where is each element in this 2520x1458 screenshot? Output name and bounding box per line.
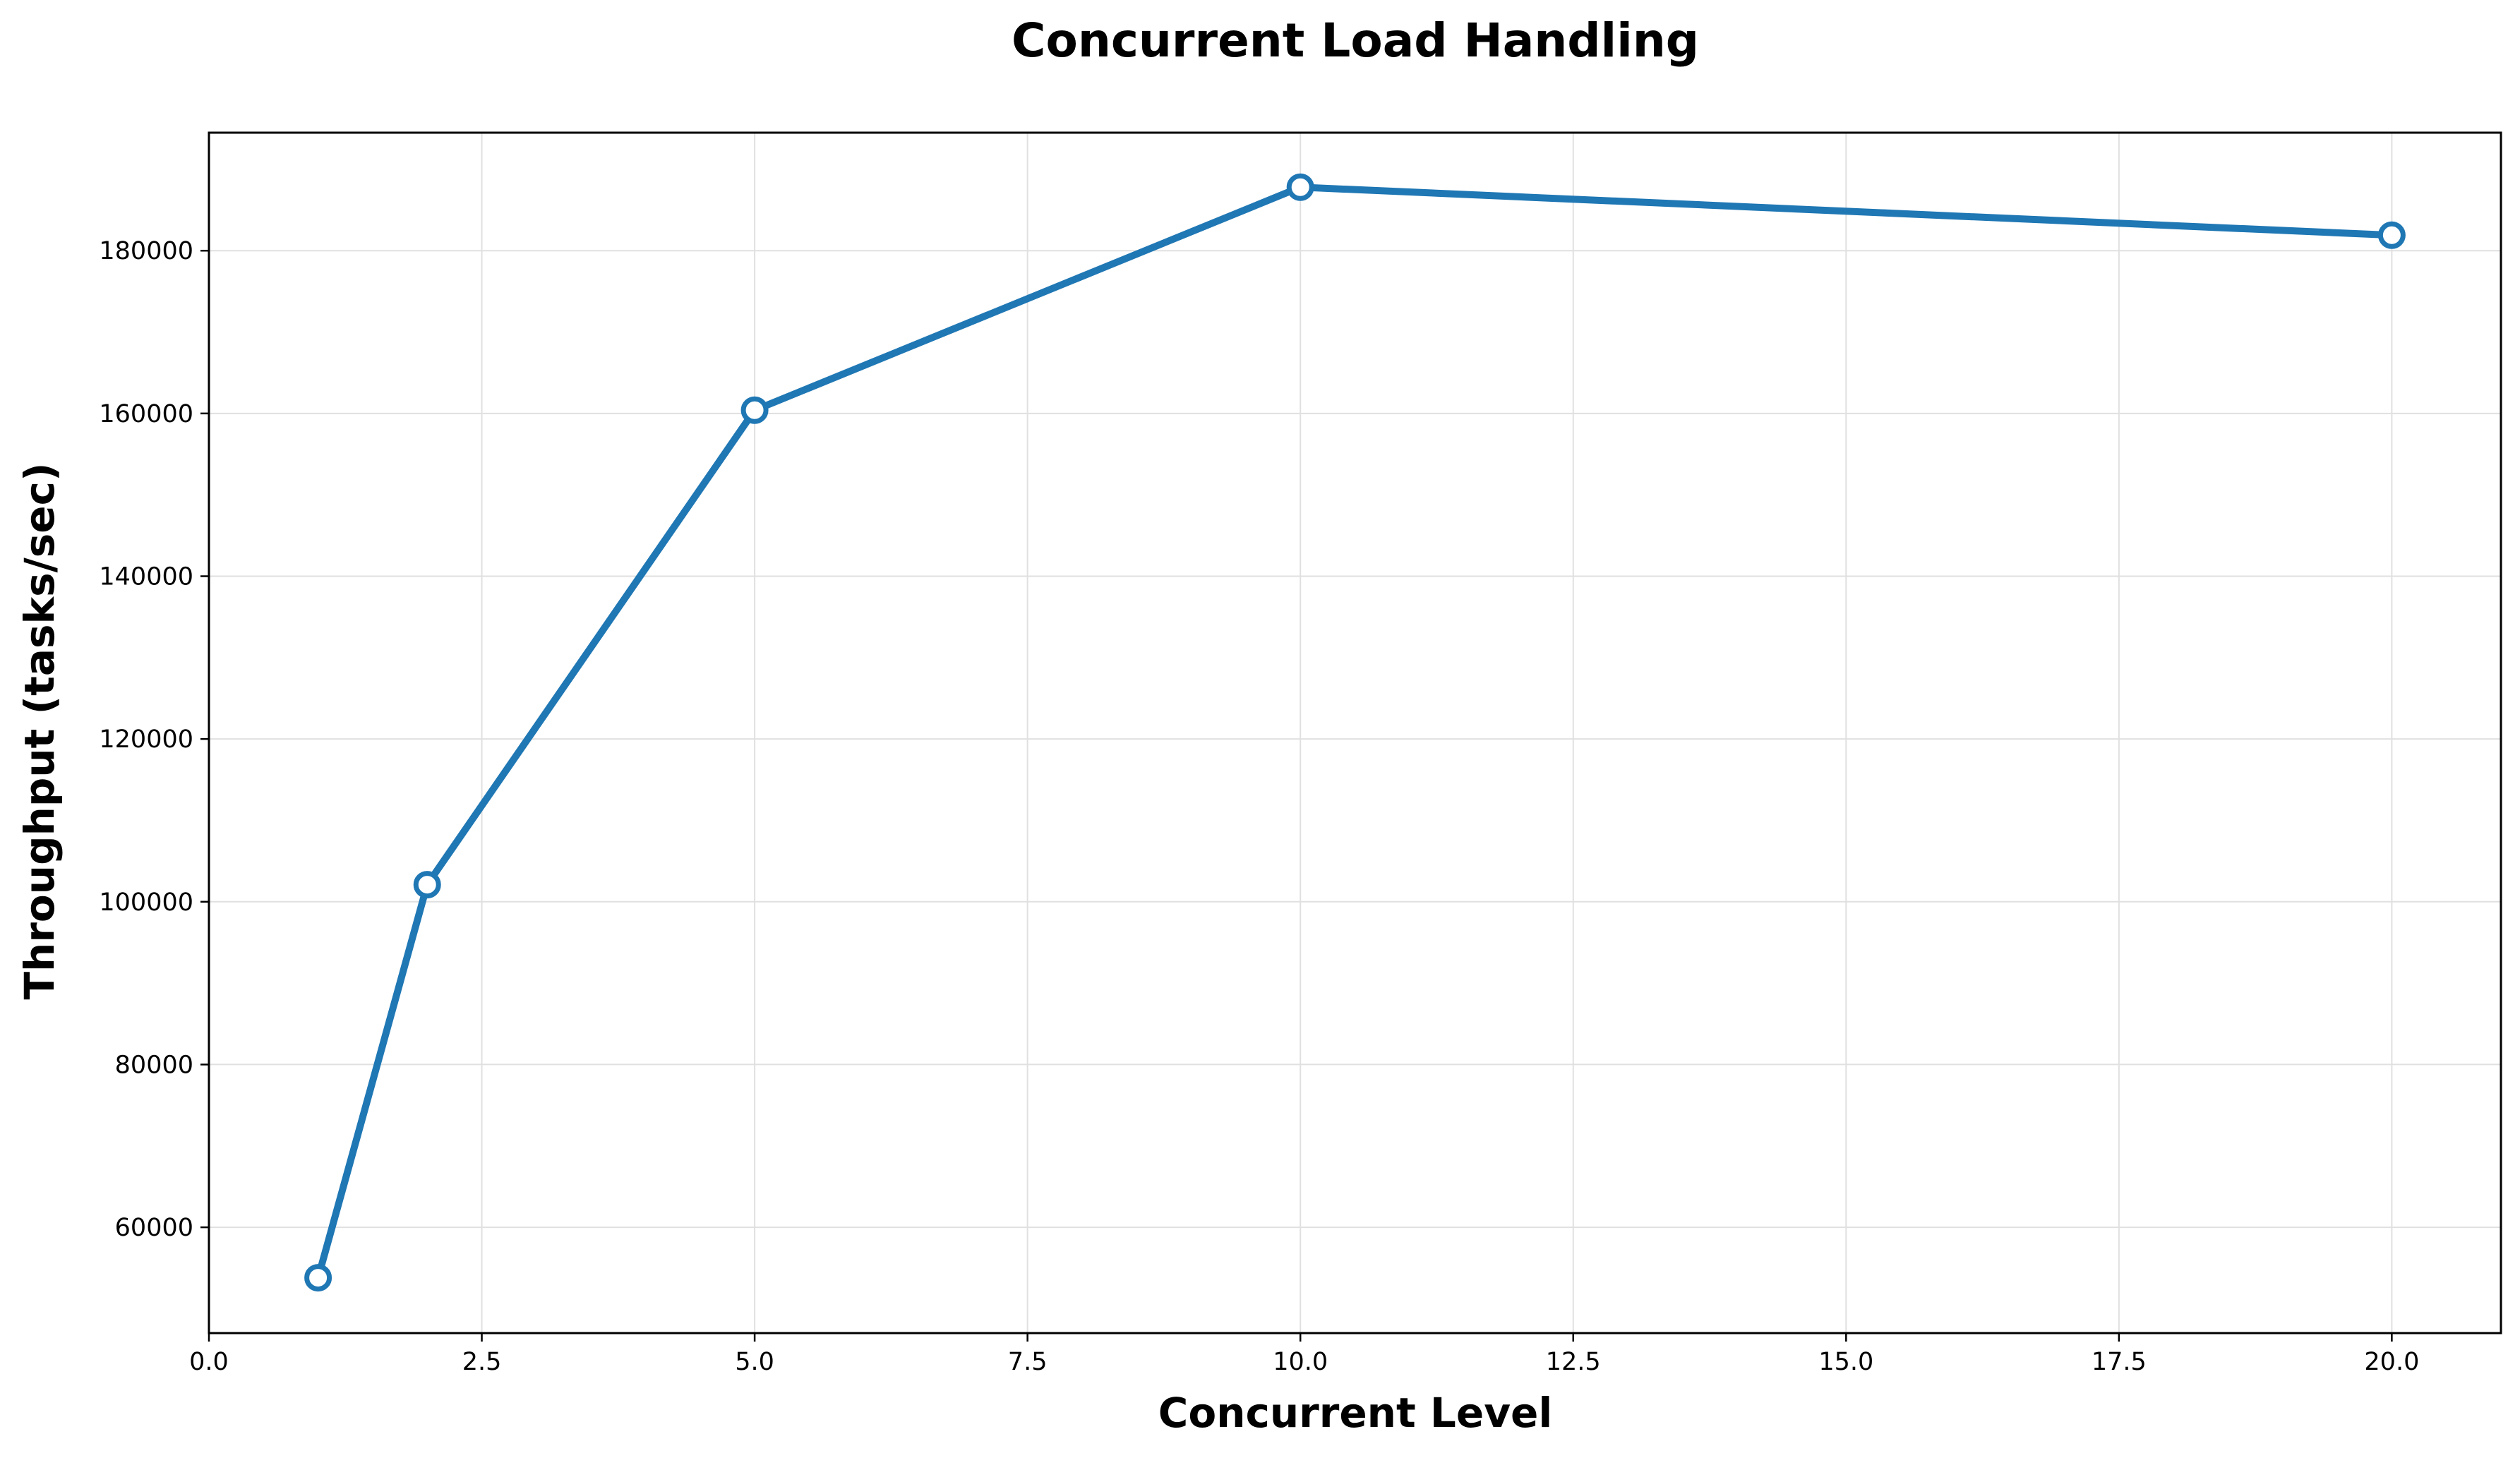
- y-tick-label: 100000: [99, 888, 193, 917]
- y-tick-label: 140000: [99, 563, 193, 591]
- data-point: [1286, 173, 1314, 201]
- data-point: [304, 1264, 332, 1292]
- data-point: [2377, 221, 2406, 249]
- y-tick-label: 60000: [115, 1214, 193, 1242]
- series-layer: [304, 173, 2406, 1292]
- y-tick-label: 80000: [115, 1051, 193, 1079]
- x-tick-label: 12.5: [1546, 1348, 1601, 1376]
- series-line: [314, 183, 2396, 1282]
- x-tick-label: 2.5: [462, 1348, 502, 1376]
- y-tick-label: 180000: [99, 237, 193, 265]
- ticks-layer: 0.0 2.5 5.0 7.5 10.0 12.5 15.0 17.5 20.0 60000 800…: [99, 237, 2419, 1376]
- y-axis-title: Throughput (tasks/sec): [16, 462, 64, 999]
- y-tick-label: 160000: [99, 400, 193, 428]
- x-tick-label: 15.0: [1818, 1348, 1873, 1376]
- x-tick-label: 0.0: [189, 1348, 229, 1376]
- x-tick-label: 20.0: [2364, 1348, 2419, 1376]
- x-axis-title: Concurrent Level: [1158, 1389, 1552, 1437]
- x-tick-label: 17.5: [2092, 1348, 2147, 1376]
- x-tick-label: 7.5: [1008, 1348, 1048, 1376]
- grid-layer: [208, 133, 2501, 1333]
- plot-frame: [208, 131, 2502, 1335]
- x-tick-label: 10.0: [1273, 1348, 1328, 1376]
- x-tick-label: 5.0: [735, 1348, 774, 1376]
- y-tick-label: 120000: [99, 725, 193, 754]
- data-point: [413, 871, 441, 899]
- data-point: [740, 396, 769, 424]
- chart-title: Concurrent Load Handling: [1012, 13, 1699, 68]
